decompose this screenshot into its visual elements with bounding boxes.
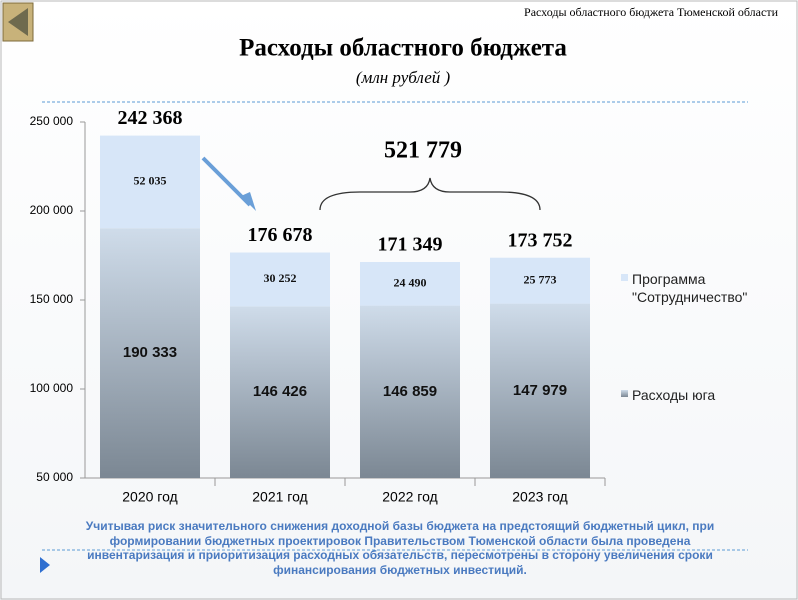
total-label: 242 368 bbox=[118, 107, 183, 129]
annotation: 521 779 bbox=[384, 138, 462, 164]
footer-line: Учитывая риск значительного снижения дох… bbox=[85, 519, 715, 533]
chart-title: Расходы областного бюджета bbox=[239, 35, 567, 62]
header: Расходы областного бюджета Тюменской обл… bbox=[524, 5, 779, 19]
back-button-icon[interactable] bbox=[8, 8, 28, 36]
y-tick-label: 50 000 bbox=[36, 470, 73, 484]
bar-segment bbox=[490, 303, 590, 478]
total-label: 173 752 bbox=[508, 229, 573, 251]
x-tick-label: 2023 год bbox=[512, 489, 567, 505]
legend-label: Расходы юга bbox=[632, 387, 716, 403]
total-label: 176 678 bbox=[248, 224, 313, 246]
value-label: 52 035 bbox=[134, 174, 167, 188]
bar-segment bbox=[230, 306, 330, 478]
bar-segment bbox=[490, 257, 590, 304]
value-label: 25 773 bbox=[524, 272, 557, 286]
x-tick-label: 2022 год bbox=[382, 489, 437, 505]
legend-swatch bbox=[621, 390, 628, 397]
footer-line: финансирования бюджетных инвестиций. bbox=[273, 562, 527, 577]
y-tick-label: 200 000 bbox=[30, 203, 74, 217]
arrow-head bbox=[241, 192, 256, 211]
value-label: 24 490 bbox=[394, 276, 427, 290]
y-tick-label: 150 000 bbox=[30, 292, 74, 306]
legend-label: Программа "Сотрудничество" bbox=[632, 271, 748, 305]
y-tick-label: 250 000 bbox=[30, 114, 74, 128]
bar-segment bbox=[230, 252, 330, 307]
footer: Учитывая риск значительного снижения дох… bbox=[40, 519, 760, 577]
x-tick-label: 2021 год bbox=[252, 489, 307, 505]
x-tick-label: 2020 год bbox=[122, 489, 177, 505]
next-icon bbox=[40, 557, 50, 573]
footer-line: формировании бюджетных проектировок Прав… bbox=[109, 533, 691, 548]
total-label: 171 349 bbox=[378, 234, 443, 256]
legend-swatch bbox=[621, 274, 628, 281]
bar-segment bbox=[100, 135, 200, 229]
brace bbox=[319, 177, 541, 211]
value-label: 146 426 bbox=[253, 383, 307, 400]
bar-segment bbox=[360, 261, 460, 306]
bar-segment bbox=[360, 305, 460, 478]
chart-subtitle: (млн рублей ) bbox=[356, 68, 451, 87]
value-label: 190 333 bbox=[123, 344, 177, 361]
value-label: 146 859 bbox=[383, 383, 437, 400]
value-label: 147 979 bbox=[513, 382, 567, 399]
footer-line: инвентаризация и приоритизация расходных… bbox=[87, 548, 713, 562]
bar-segment bbox=[100, 228, 200, 478]
y-tick-label: 100 000 bbox=[30, 381, 74, 395]
back-button[interactable] bbox=[2, 2, 34, 42]
value-label: 30 252 bbox=[264, 271, 297, 285]
